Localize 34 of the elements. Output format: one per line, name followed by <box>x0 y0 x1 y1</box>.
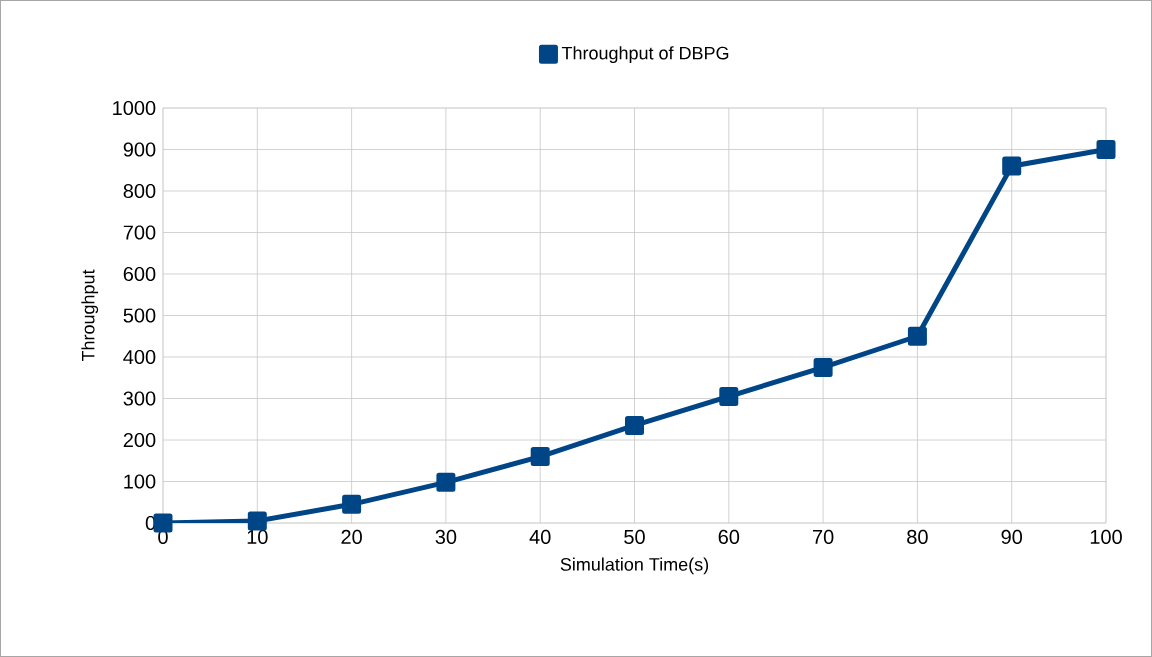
x-tick-label: 80 <box>907 529 928 545</box>
y-tick-label: 400 <box>123 349 156 365</box>
x-tick-label: 20 <box>341 529 362 545</box>
x-tick-label: 10 <box>247 529 268 545</box>
point <box>247 511 267 531</box>
legend-label: Throughput of DBPG <box>561 46 729 64</box>
point <box>1002 156 1022 176</box>
y-tick-label: 700 <box>123 225 156 240</box>
point <box>813 357 833 377</box>
y-tick-label: 100 <box>124 474 156 489</box>
point <box>530 447 550 467</box>
y-tick-label: 900 <box>123 142 156 157</box>
y-tick-label: 800 <box>123 183 156 199</box>
x-tick-label: 60 <box>718 529 740 545</box>
point <box>625 415 644 435</box>
point <box>342 494 362 514</box>
x-tick-label: 70 <box>813 529 834 545</box>
x-tick-label: 40 <box>529 529 551 545</box>
x-tick-label: 50 <box>624 529 645 545</box>
y-tick-label: 1000 <box>113 100 156 116</box>
y-tick-label: 200 <box>123 432 156 448</box>
point <box>436 472 456 492</box>
y-tick-label: 600 <box>123 266 156 282</box>
y-tick-label: 300 <box>123 391 156 406</box>
y-axis-title: Throughput <box>81 269 99 362</box>
y-tick-label: 500 <box>123 308 156 323</box>
x-tick-label: 100 <box>1090 529 1122 545</box>
point <box>1096 140 1116 159</box>
point <box>719 386 739 406</box>
x-axis-title: Simulation Time(s) <box>560 557 709 575</box>
x-tick-label: 30 <box>435 529 457 545</box>
x-tick-label: 90 <box>1001 529 1023 545</box>
point <box>907 326 927 346</box>
point <box>153 513 173 533</box>
